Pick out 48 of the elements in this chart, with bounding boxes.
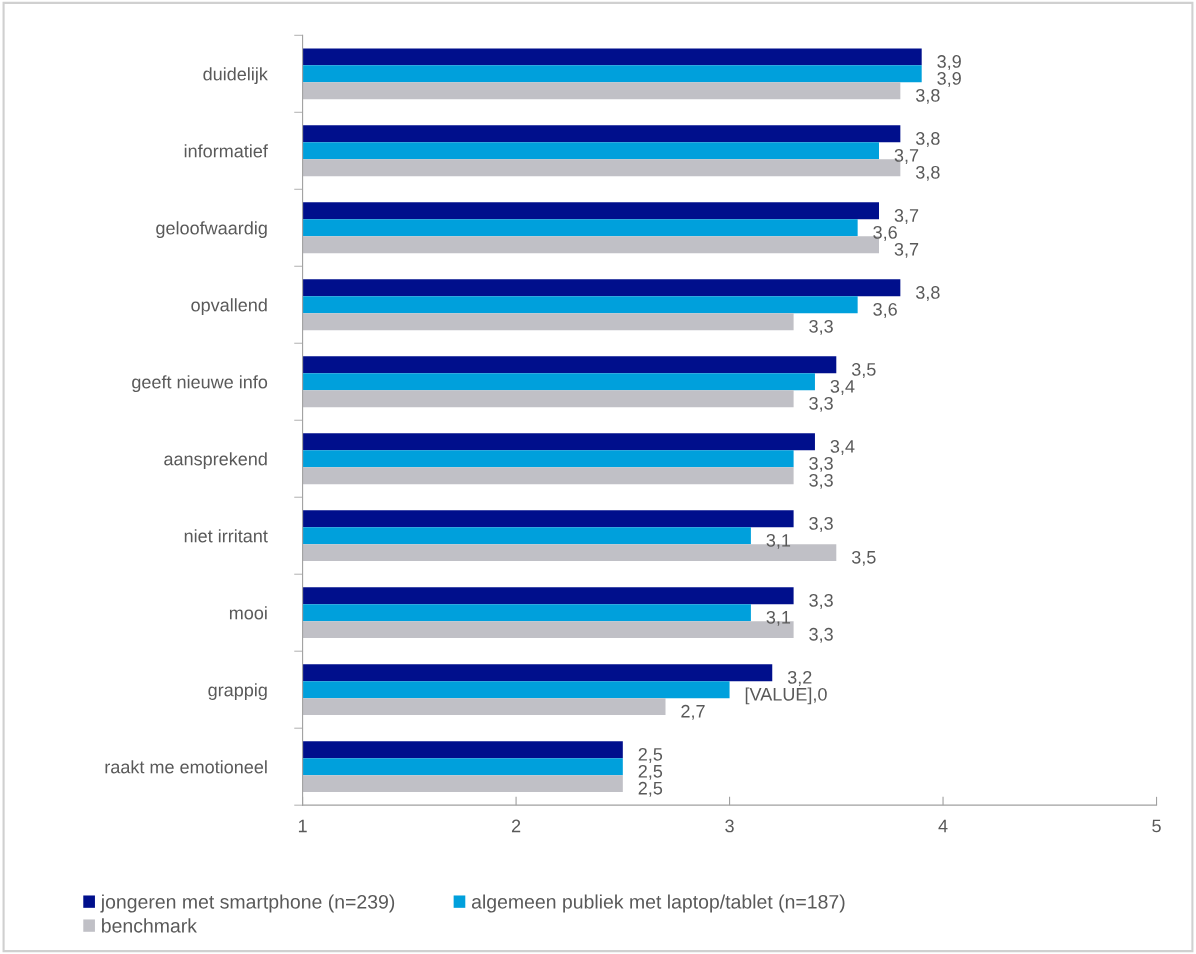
data-label: 3,8 [915,165,940,181]
data-label: 3,7 [894,242,919,258]
data-label: 3,3 [809,517,833,532]
data-label: 3,8 [915,88,940,104]
data-label: 3,7 [894,209,919,224]
y-tick-label: duidelijk [203,67,268,85]
data-label: 3,7 [894,149,919,164]
data-label: 3,1 [766,610,791,626]
y-tick-label: informatief [184,144,268,158]
y-tick-label: geeft nieuwe info [132,375,268,393]
data-label: 3,3 [809,396,833,412]
data-label: 3,3 [809,593,833,609]
data-label: 3,6 [873,302,897,318]
data-label: 3,5 [851,363,876,378]
y-tick-label: opvallend [191,298,267,316]
y-tick-label: grappig [208,683,267,700]
x-tick-label: 5 [1152,819,1161,833]
data-label: 3,8 [915,132,940,147]
data-label: 3,3 [809,319,833,335]
legend-label: algemeen publiek met laptop/tablet (n=187) [471,894,845,913]
data-label: 3,6 [873,225,897,241]
data-label: 3,3 [809,473,833,489]
data-label: 2,7 [681,704,705,720]
x-tick-label: 1 [298,819,307,833]
data-label: 2,5 [638,747,663,763]
data-label: 3,1 [766,533,791,549]
legend-label: jongeren met smartphone (n=239) [100,894,395,913]
y-tick-label: geloofwaardig [156,221,267,239]
data-label: 3,2 [787,670,812,686]
data-label: 3,5 [851,550,876,566]
data-label: 3,9 [937,72,961,87]
data-label: 3,3 [809,456,833,472]
x-tick-label: 3 [725,819,734,833]
y-tick-label: niet irritant [184,529,268,543]
x-tick-label: 4 [938,819,948,833]
y-tick-label: aansprekend [164,452,267,470]
x-tick-label: 2 [511,819,521,833]
data-label: 2,5 [638,781,663,797]
annotation: [VALUE],0 [745,687,827,705]
data-label: 3,8 [915,286,940,301]
legend-label: benchmark [102,918,197,933]
data-label: 3,9 [937,55,961,70]
y-tick-label: raakt me emotioneel [105,760,267,774]
data-label: 3,4 [830,379,855,395]
data-label: 2,5 [638,764,663,780]
data-label: 3,4 [830,440,855,455]
data-label: 3,3 [809,627,833,643]
y-tick-label: mooi [229,606,267,620]
